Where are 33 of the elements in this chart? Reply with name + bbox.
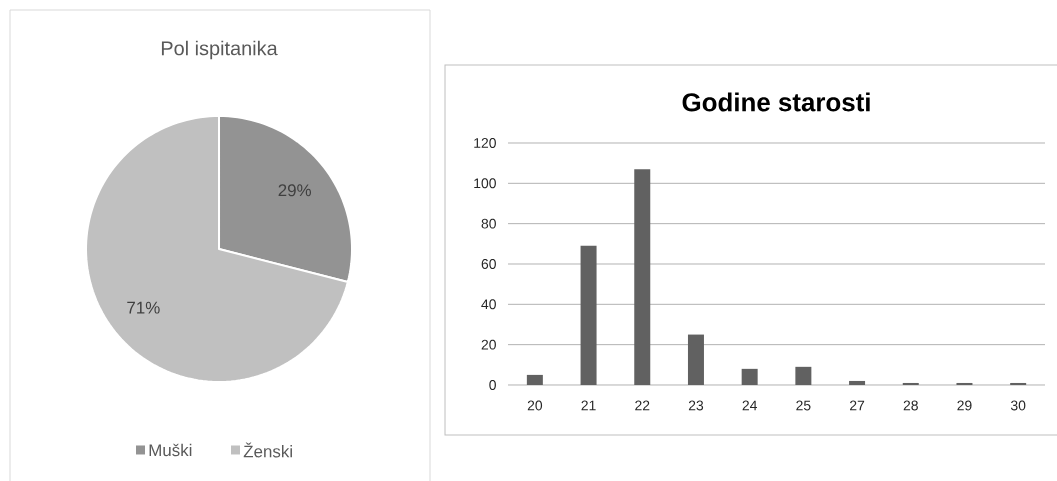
x-tick-label: 27	[850, 400, 865, 411]
bar	[741, 368, 758, 385]
x-tick-label: 20	[527, 400, 543, 411]
legend-label: Muški	[149, 443, 192, 457]
bar	[902, 382, 919, 385]
legend-label: Ženski	[243, 442, 292, 458]
bar	[526, 374, 543, 385]
data-label: 29%	[278, 184, 312, 197]
bar	[956, 382, 973, 385]
x-tick-label: 29	[957, 400, 972, 411]
y-tick-label: 80	[481, 218, 496, 229]
bar	[580, 245, 597, 385]
bar	[687, 334, 704, 385]
y-tick-label: 120	[474, 138, 496, 148]
chart-title: Pol ispitanika	[161, 40, 278, 60]
bar	[634, 169, 651, 385]
x-tick-label: 22	[635, 400, 650, 411]
y-tick-label: 0	[489, 380, 496, 390]
bar	[1010, 382, 1027, 385]
x-tick-label: 25	[796, 400, 811, 411]
chart-title: Godine starosti	[682, 92, 870, 112]
y-tick-label: 20	[481, 339, 496, 350]
y-tick-label: 40	[481, 299, 496, 310]
x-tick-label: 30	[1010, 400, 1026, 411]
bar	[849, 380, 866, 385]
bar	[795, 366, 812, 385]
x-tick-label: 23	[688, 400, 704, 411]
data-label: 71%	[127, 301, 160, 314]
x-tick-label: 21	[581, 400, 596, 411]
y-tick-label: 60	[481, 259, 496, 269]
x-tick-label: 24	[742, 400, 757, 411]
x-tick-label: 28	[903, 400, 918, 411]
y-tick-label: 100	[474, 178, 496, 189]
